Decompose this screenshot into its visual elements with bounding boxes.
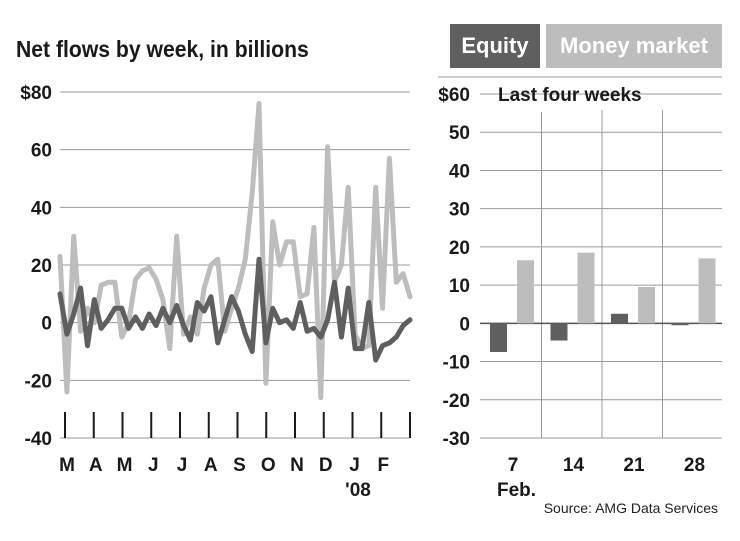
equity-line (57, 256, 413, 363)
y-tick-label: -20 (443, 391, 470, 412)
month-label: M (59, 455, 75, 476)
panel-subtitle: Last four weeks (498, 85, 642, 106)
category-label: 28 (684, 455, 705, 476)
chart-title: Net flows by week, in billions (16, 36, 309, 62)
month-label: A (89, 455, 103, 476)
y-tick-label: 50 (449, 123, 470, 144)
month-label: S (233, 455, 246, 476)
money-market-bar (638, 287, 655, 324)
month-label: D (319, 455, 333, 476)
equity-bar (671, 323, 689, 326)
y-tick-label: $60 (438, 85, 470, 106)
y-tick-label: 0 (41, 314, 52, 335)
equity-bar (490, 323, 507, 352)
equity-bar (550, 323, 568, 341)
money-market-bar (577, 252, 595, 324)
money-market-bar (698, 258, 716, 324)
month-label: J (148, 455, 159, 476)
y-tick-label: 0 (459, 314, 470, 335)
y-tick-label: -40 (25, 429, 52, 450)
y-tick-label: 20 (449, 238, 470, 259)
month-label: O (261, 455, 276, 476)
y-tick-label: 20 (31, 256, 52, 277)
month-label: N (290, 455, 304, 476)
y-tick-label: 10 (449, 276, 470, 297)
month-label: J (349, 455, 360, 476)
y-tick-label: -30 (443, 429, 470, 450)
category-label: 14 (563, 455, 585, 476)
x-axis-label: Feb. (497, 480, 536, 501)
month-label: F (377, 455, 389, 476)
month-label: M (117, 455, 133, 476)
y-tick-label: 60 (31, 141, 52, 162)
y-tick-label: 30 (449, 200, 470, 221)
equity-bar (611, 313, 628, 324)
y-tick-label: -10 (443, 353, 470, 374)
category-label: 7 (508, 455, 519, 476)
legend-money-market: Money market (546, 24, 722, 68)
source-note: Source: AMG Data Services (543, 500, 718, 516)
y-tick-label: -20 (25, 371, 52, 392)
money-market-bar (517, 260, 534, 324)
y-tick-label: 40 (449, 161, 470, 182)
month-label: J (177, 455, 188, 476)
year-label: '08 (345, 480, 371, 501)
money-market-line (57, 101, 413, 401)
legend-equity: Equity (450, 24, 540, 68)
y-tick-label: 40 (31, 198, 52, 219)
y-tick-label: $80 (20, 83, 52, 104)
category-label: 21 (623, 455, 645, 476)
month-label: A (204, 455, 218, 476)
